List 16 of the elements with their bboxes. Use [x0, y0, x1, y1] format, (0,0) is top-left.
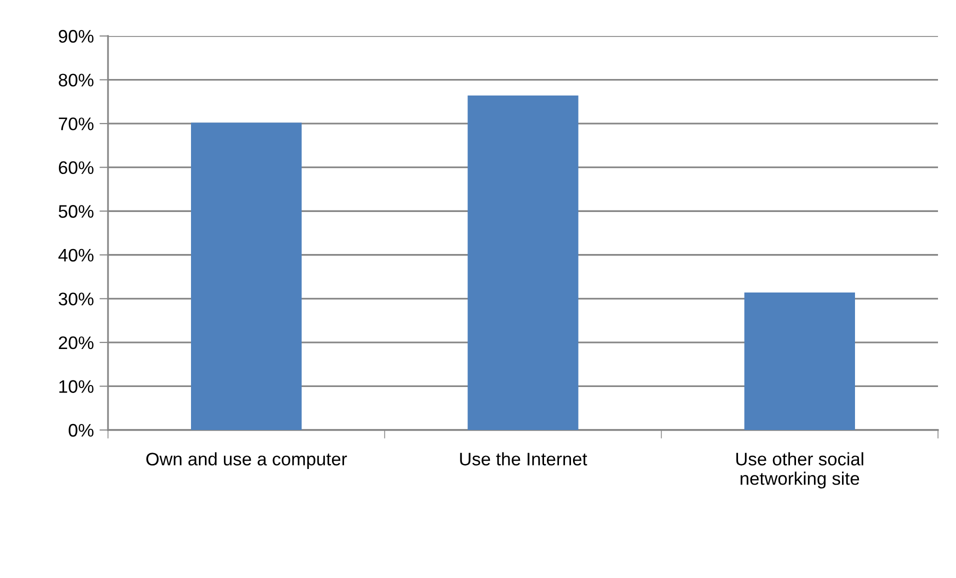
bar	[744, 292, 855, 430]
y-tick-label: 20%	[58, 336, 94, 350]
y-tick-label: 80%	[58, 74, 94, 86]
y-tick-label: 30%	[58, 292, 94, 306]
y-tick-label: 40%	[58, 248, 94, 262]
y-tick-label: 10%	[59, 380, 94, 393]
y-tick-label: 70%	[58, 117, 94, 130]
x-tick-label: Own and use a computer	[146, 452, 347, 470]
x-tick-label: Use the Internet	[460, 452, 588, 466]
y-tick-label: 0%	[68, 424, 94, 437]
bar	[191, 122, 302, 430]
x-tick-label: Use other social networking site	[736, 452, 864, 488]
y-tick-label: 50%	[58, 205, 94, 218]
bar	[468, 96, 578, 430]
y-tick-label: 90%	[58, 30, 94, 43]
y-tick-label: 60%	[58, 161, 94, 174]
